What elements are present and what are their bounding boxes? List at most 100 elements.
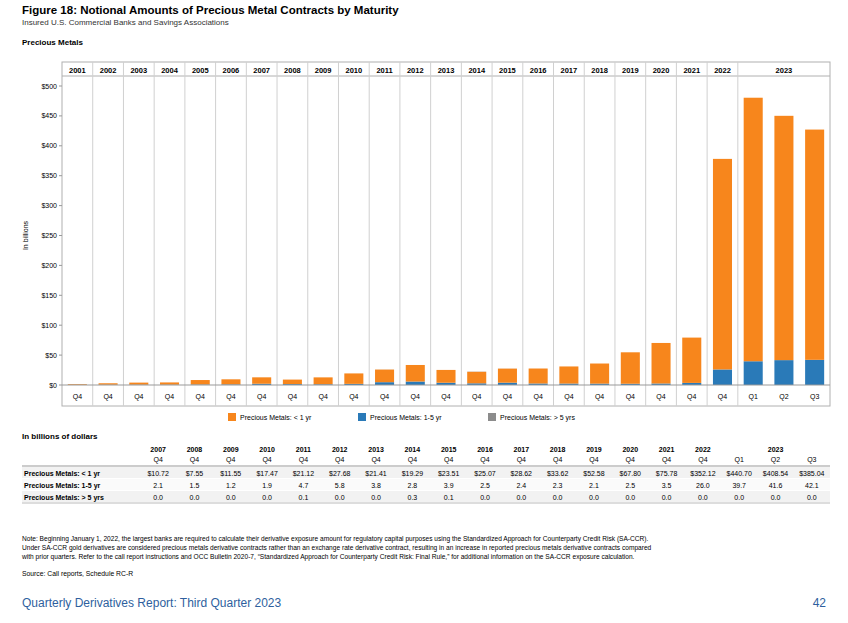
table-row-label: Precious Metals: < 1 yr — [24, 470, 100, 478]
table-cell: $52.58 — [583, 470, 605, 477]
bar-segment — [467, 372, 486, 384]
table-cell: $7.55 — [186, 470, 204, 477]
year-label: 2010 — [345, 66, 362, 75]
bar-segment — [436, 370, 455, 383]
bar-segment — [774, 360, 793, 385]
bar-segment — [652, 342, 671, 343]
header-rule — [62, 76, 830, 77]
year-separator — [399, 62, 400, 406]
year-label: 2015 — [499, 66, 516, 75]
bar-segment — [252, 377, 271, 378]
y-tick-label: $100 — [41, 322, 57, 329]
bar-segment — [160, 382, 179, 383]
table-cell: 26.0 — [696, 482, 710, 489]
chart-title: Precious Metals — [22, 38, 83, 47]
y-tick — [59, 385, 62, 386]
year-label: 2023 — [776, 66, 793, 75]
x-tick-label: Q4 — [134, 393, 143, 401]
bar-segment — [559, 366, 578, 383]
figure-title: Figure 18: Notional Amounts of Precious … — [22, 4, 399, 16]
bar-segment — [160, 382, 179, 384]
year-label: 2020 — [653, 66, 670, 75]
y-tick — [59, 145, 62, 146]
table-cell: $27.68 — [329, 470, 351, 477]
table-rule — [22, 466, 830, 467]
x-tick-label: Q4 — [687, 393, 696, 401]
x-tick-label: Q4 — [472, 393, 481, 401]
table-year: 2020 — [622, 446, 638, 453]
table-cell: 2.1 — [589, 482, 599, 489]
bar-segment — [221, 379, 240, 384]
table-cell: 0.1 — [299, 494, 309, 501]
bar-segment — [99, 383, 118, 384]
table-quarter: Q4 — [480, 456, 489, 464]
x-tick-label: Q4 — [318, 393, 327, 401]
bar-segment — [590, 363, 609, 364]
table-year: 2014 — [405, 446, 421, 453]
year-label: 2019 — [622, 66, 639, 75]
y-tick-label: $200 — [41, 262, 57, 269]
bar-segment — [344, 373, 363, 374]
bar-segment — [314, 377, 333, 384]
table-quarter: Q4 — [517, 456, 526, 464]
x-tick-label: Q3 — [810, 393, 819, 401]
table-cell: $67.80 — [620, 470, 642, 477]
page: Figure 18: Notional Amounts of Precious … — [0, 0, 848, 623]
year-separator — [430, 62, 431, 406]
year-label: 2017 — [561, 66, 578, 75]
bar-segment — [744, 98, 763, 362]
x-tick-label: Q4 — [626, 393, 635, 401]
bar-segment — [713, 159, 732, 370]
table-year: 2023 — [768, 446, 784, 453]
table-quarter: Q4 — [190, 456, 199, 464]
bar-segment — [621, 352, 640, 353]
table-quarter: Q4 — [626, 456, 635, 464]
bar-segment — [774, 115, 793, 116]
y-tick-label: $0 — [49, 382, 57, 389]
table-quarter: Q4 — [371, 456, 380, 464]
x-tick-label: Q4 — [441, 393, 450, 401]
table-cell: 2.4 — [516, 482, 526, 489]
bar-segment — [652, 343, 671, 384]
bar-segment — [221, 379, 240, 380]
table-cell: 0.0 — [190, 494, 200, 501]
y-tick-label: $150 — [41, 292, 57, 299]
x-tick-label: Q4 — [411, 393, 420, 401]
x-tick-label: Q4 — [196, 393, 205, 401]
table-cell: 0.0 — [625, 494, 635, 501]
bar-segment — [529, 369, 548, 384]
table-year: 2022 — [695, 446, 711, 453]
bar-segment — [682, 338, 701, 383]
x-tick-label: Q4 — [503, 393, 512, 401]
table-cell: 4.7 — [299, 482, 309, 489]
figure-subtitle: Insured U.S. Commercial Banks and Saving… — [22, 18, 229, 27]
year-separator — [676, 62, 677, 406]
x-tick-label: Q1 — [749, 393, 758, 401]
table-cell: $19.29 — [402, 470, 424, 477]
bar-segment — [129, 383, 148, 385]
table-cell: 0.0 — [153, 494, 163, 501]
year-separator — [553, 62, 554, 406]
table-quarter: Q4 — [662, 456, 671, 464]
table-row-bg — [22, 479, 830, 490]
year-label: 2012 — [407, 66, 424, 75]
bar-segment — [559, 366, 578, 367]
bar-segment — [713, 369, 732, 385]
y-tick — [59, 205, 62, 206]
year-separator — [492, 62, 493, 406]
bar-segment — [129, 382, 148, 383]
bar-segment — [406, 364, 425, 365]
bar-segment — [805, 129, 824, 130]
y-tick — [59, 325, 62, 326]
y-tick-label: $400 — [41, 142, 57, 149]
bar-segment — [774, 116, 793, 360]
y-axis-title: In billions — [22, 220, 29, 250]
table-year: 2008 — [187, 446, 203, 453]
table-cell: 0.3 — [408, 494, 418, 501]
y-tick — [59, 115, 62, 116]
table-row-bg — [22, 491, 830, 502]
table-cell: 0.0 — [226, 494, 236, 501]
table-cell: 0.0 — [480, 494, 490, 501]
table-cell: 2.3 — [553, 482, 563, 489]
table-cell: 0.0 — [662, 494, 672, 501]
